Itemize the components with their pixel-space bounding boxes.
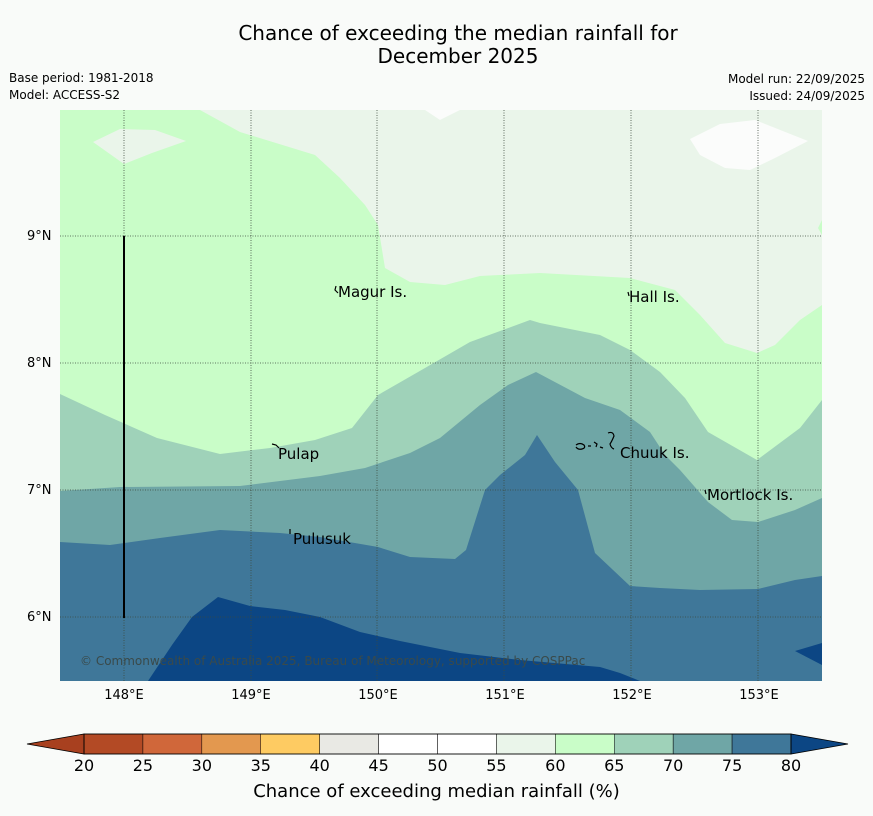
colorbar-frame: [83, 733, 792, 755]
place-label-mortlock: Mortlock Is.: [707, 486, 794, 504]
pulap-island-shape: [271, 443, 280, 449]
colorbar-segment: [614, 733, 674, 755]
colorbar-tick-label: 55: [486, 756, 507, 775]
base-period: Base period: 1981-2018: [9, 71, 154, 85]
rainfall-map[interactable]: [60, 110, 822, 681]
lon-label-152e: 152°E: [612, 688, 652, 703]
colorbar-segment: [496, 733, 556, 755]
colorbar-tick-label: 20: [73, 756, 95, 775]
colorbar-tick-label: 70: [662, 756, 684, 775]
colorbar-tick-label: 80: [780, 756, 802, 775]
island-shapes: [271, 285, 707, 534]
lon-label-153e: 153°E: [739, 688, 779, 703]
model-run-date: Model run: 22/09/2025: [727, 72, 865, 86]
colorbar-segment: [142, 733, 203, 755]
colorbar-tick-label: 35: [250, 756, 271, 775]
colorbar-high-arrow: [790, 733, 849, 755]
colorbar-label: Chance of exceeding median rainfall (%): [253, 781, 620, 802]
band-above-80-patch: [795, 643, 822, 665]
mortlock-island-shape: [704, 489, 707, 495]
colorbar-segment: [319, 733, 379, 755]
place-label-pulusuk: Pulusuk: [293, 530, 351, 548]
place-label-chuuk: Chuuk Is.: [620, 444, 690, 462]
colorbar-tick-label: 60: [545, 756, 566, 775]
colorbar-segments: [83, 733, 792, 755]
lon-label-150e: 150°E: [358, 688, 398, 703]
band-45-55-patch: [690, 120, 808, 170]
colorbar-segment: [672, 733, 733, 755]
run-info: Model run: 22/09/2025 Issued: 24/09/2025: [728, 71, 865, 105]
lat-label-9n: 9°N: [27, 229, 52, 244]
lat-label-8n: 8°N: [27, 356, 52, 371]
lon-label-148e: 148°E: [104, 688, 144, 703]
colorbar-tick-label: 45: [368, 756, 389, 775]
lon-label-151e: 151°E: [485, 688, 525, 703]
place-label-magur: Magur Is.: [338, 283, 408, 301]
lat-label-6n: 6°N: [27, 610, 52, 625]
band-45-55-notch: [425, 110, 460, 120]
colorbar-segment: [83, 733, 144, 755]
colorbar-segment: [201, 733, 261, 755]
colorbar-tick-label: 30: [191, 756, 213, 775]
colorbar-segment: [731, 733, 792, 755]
colorbar: [26, 733, 849, 755]
band-above-80: [148, 597, 640, 681]
place-label-hall: Hall Is.: [629, 288, 680, 306]
issued-date: Issued: 24/09/2025: [749, 89, 865, 103]
colorbar-tick-label: 50: [427, 756, 448, 775]
colorbar-tick-label: 75: [721, 756, 743, 775]
band-55-60: [200, 110, 822, 353]
title-line-2: December 2025: [377, 44, 539, 68]
colorbar-tick-label: 65: [604, 756, 625, 775]
colorbar-segment: [555, 733, 615, 755]
title-line-1: Chance of exceeding the median rainfall …: [238, 21, 678, 45]
colorbar-segment: [260, 733, 320, 755]
map-canvas: [60, 110, 822, 681]
lon-label-149e: 149°E: [231, 688, 271, 703]
map-title: Chance of exceeding the median rainfall …: [0, 22, 873, 68]
magur-island-shape: [334, 285, 339, 294]
hall-island-shape: [627, 291, 630, 297]
place-label-pulap: Pulap: [278, 445, 320, 463]
model-info: Base period: 1981-2018 Model: ACCESS-S2: [9, 70, 154, 104]
chuuk-lagoon-shape: [575, 431, 615, 450]
band-55-60-patch: [93, 129, 186, 164]
colorbar-segment: [437, 733, 497, 755]
colorbar-tick-label: 25: [132, 756, 154, 775]
colorbar-segment: [378, 733, 438, 755]
colorbar-tick-label: 40: [309, 756, 330, 775]
lat-label-7n: 7°N: [27, 483, 52, 498]
copyright-notice: © Commonwealth of Australia 2025, Bureau…: [80, 654, 586, 668]
colorbar-low-arrow: [26, 733, 85, 755]
model-name: Model: ACCESS-S2: [9, 88, 121, 102]
